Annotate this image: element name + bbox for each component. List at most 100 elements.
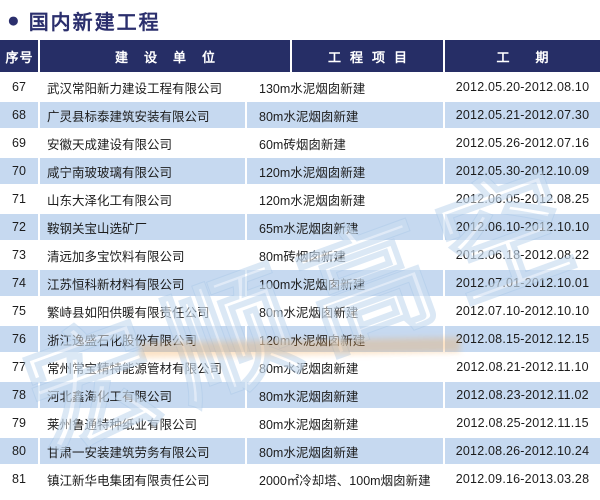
column-divider xyxy=(38,326,40,352)
header-no: 序号 xyxy=(0,40,38,72)
cell-no: 79 xyxy=(12,416,26,430)
table-row: 68 广灵县标泰建筑安装有限公司 80m水泥烟囱新建 2012.05.21-20… xyxy=(0,102,600,128)
column-divider xyxy=(38,438,40,464)
cell-period: 2012.06.05-2012.08.25 xyxy=(455,192,590,206)
column-divider xyxy=(38,354,40,380)
projects-table: 序号 建设单位 工程项目 工期 67 武汉常阳新力建设工程有限公司 130m水泥… xyxy=(0,40,600,492)
column-divider xyxy=(245,438,247,464)
column-divider xyxy=(245,214,247,240)
cell-project: 80m水泥烟囱新建 xyxy=(247,102,443,128)
column-divider xyxy=(245,74,247,100)
table-body: 67 武汉常阳新力建设工程有限公司 130m水泥烟囱新建 2012.05.20-… xyxy=(0,74,600,492)
column-divider xyxy=(245,270,247,296)
cell-period: 2012.05.30-2012.10.09 xyxy=(445,158,600,184)
cell-period: 2012.05.20-2012.08.10 xyxy=(455,80,590,94)
cell-no: 70 xyxy=(0,158,38,184)
column-divider xyxy=(245,186,247,212)
column-divider xyxy=(245,326,247,352)
column-divider xyxy=(443,298,445,324)
table-row: 78 河北鑫海化工有限公司 80m水泥烟囱新建 2012.08.23-2012.… xyxy=(0,382,600,408)
cell-no: 69 xyxy=(12,136,26,150)
page-title: 国内新建工程 xyxy=(28,11,161,34)
cell-period: 2012.05.26-2012.07.16 xyxy=(455,136,590,150)
table-row: 76 浙江逸盛石化股份有限公司 120m水泥烟囱新建 2012.08.15-20… xyxy=(0,326,600,352)
cell-project: 80m水泥烟囱新建 xyxy=(247,438,443,464)
column-divider xyxy=(38,214,40,240)
cell-company: 常州常宝精特能源管材有限公司 xyxy=(47,361,223,376)
column-divider xyxy=(443,242,445,268)
cell-period: 2012.07.10-2012.10.10 xyxy=(455,304,590,318)
table-row: 69 安徽天成建设有限公司 60m砖烟囱新建 2012.05.26-2012.0… xyxy=(0,130,600,156)
cell-project: 120m水泥烟囱新建 xyxy=(259,193,366,208)
page-title-bar: ● 国内新建工程 xyxy=(0,0,600,40)
column-divider xyxy=(245,298,247,324)
cell-project: 80m砖烟囱新建 xyxy=(259,249,346,264)
cell-no: 74 xyxy=(0,270,38,296)
cell-period: 2012.08.23-2012.11.02 xyxy=(445,382,600,408)
cell-period: 2012.09.16-2013.03.28 xyxy=(455,472,590,486)
column-divider xyxy=(245,466,247,492)
cell-company: 安徽天成建设有限公司 xyxy=(47,137,173,152)
column-divider xyxy=(443,130,445,156)
column-divider xyxy=(443,270,445,296)
table-row: 75 繁峙县如阳供暖有限责任公司 80m水泥烟囱新建 2012.07.10-20… xyxy=(0,298,600,324)
table-row: 74 江苏恒科新材料有限公司 100m水泥烟囱新建 2012.07.01-201… xyxy=(0,270,600,296)
column-divider xyxy=(443,214,445,240)
bullet-icon: ● xyxy=(7,8,20,32)
cell-company: 河北鑫海化工有限公司 xyxy=(40,382,245,408)
cell-company: 繁峙县如阳供暖有限责任公司 xyxy=(47,305,210,320)
column-divider xyxy=(38,40,40,72)
table-row: 73 清远加多宝饮料有限公司 80m砖烟囱新建 2012.06.18-2012.… xyxy=(0,242,600,268)
cell-project: 80m水泥烟囱新建 xyxy=(247,382,443,408)
cell-project: 80m水泥烟囱新建 xyxy=(259,417,359,432)
cell-no: 81 xyxy=(12,472,26,486)
cell-period: 2012.07.01-2012.10.01 xyxy=(445,270,600,296)
cell-company: 鞍钢关宝山选矿厂 xyxy=(40,214,245,240)
cell-company: 浙江逸盛石化股份有限公司 xyxy=(40,326,245,352)
cell-period: 2012.05.21-2012.07.30 xyxy=(445,102,600,128)
table-row: 71 山东大泽化工有限公司 120m水泥烟囱新建 2012.06.05-2012… xyxy=(0,186,600,212)
cell-no: 75 xyxy=(12,304,26,318)
table-row: 72 鞍钢关宝山选矿厂 65m水泥烟囱新建 2012.06.10-2012.10… xyxy=(0,214,600,240)
cell-project: 80m水泥烟囱新建 xyxy=(259,305,359,320)
table-header-row: 序号 建设单位 工程项目 工期 xyxy=(0,40,600,72)
cell-company: 镇江新华电集团有限责任公司 xyxy=(47,473,210,488)
column-divider xyxy=(290,40,292,72)
column-divider xyxy=(245,410,247,436)
column-divider xyxy=(443,326,445,352)
column-divider xyxy=(245,158,247,184)
cell-company: 武汉常阳新力建设工程有限公司 xyxy=(47,81,223,96)
cell-no: 80 xyxy=(0,438,38,464)
column-divider xyxy=(245,382,247,408)
cell-project: 2000㎡冷却塔、100m烟囱新建 xyxy=(259,473,431,488)
cell-no: 71 xyxy=(12,192,26,206)
cell-project: 80m水泥烟囱新建 xyxy=(259,361,359,376)
column-divider xyxy=(245,242,247,268)
column-divider xyxy=(38,298,40,324)
column-divider xyxy=(443,410,445,436)
cell-company: 莱州鲁通特种纸业有限公司 xyxy=(47,417,198,432)
cell-no: 78 xyxy=(0,382,38,408)
cell-no: 68 xyxy=(0,102,38,128)
cell-project: 100m水泥烟囱新建 xyxy=(247,270,443,296)
cell-project: 60m砖烟囱新建 xyxy=(259,137,346,152)
cell-no: 77 xyxy=(12,360,26,374)
cell-period: 2012.08.26-2012.10.24 xyxy=(445,438,600,464)
column-divider xyxy=(38,410,40,436)
cell-period: 2012.08.15-2012.12.15 xyxy=(445,326,600,352)
cell-project: 65m水泥烟囱新建 xyxy=(247,214,443,240)
cell-no: 73 xyxy=(12,248,26,262)
table-row: 81 镇江新华电集团有限责任公司 2000㎡冷却塔、100m烟囱新建 2012.… xyxy=(0,466,600,492)
column-divider xyxy=(38,186,40,212)
column-divider xyxy=(245,102,247,128)
header-period: 工期 xyxy=(445,40,600,72)
cell-project: 120m水泥烟囱新建 xyxy=(247,326,443,352)
header-company: 建设单位 xyxy=(40,40,290,72)
cell-company: 山东大泽化工有限公司 xyxy=(47,193,173,208)
column-divider xyxy=(443,382,445,408)
cell-company: 清远加多宝饮料有限公司 xyxy=(47,249,185,264)
column-divider xyxy=(443,74,445,100)
column-divider xyxy=(38,242,40,268)
cell-company: 广灵县标泰建筑安装有限公司 xyxy=(40,102,245,128)
